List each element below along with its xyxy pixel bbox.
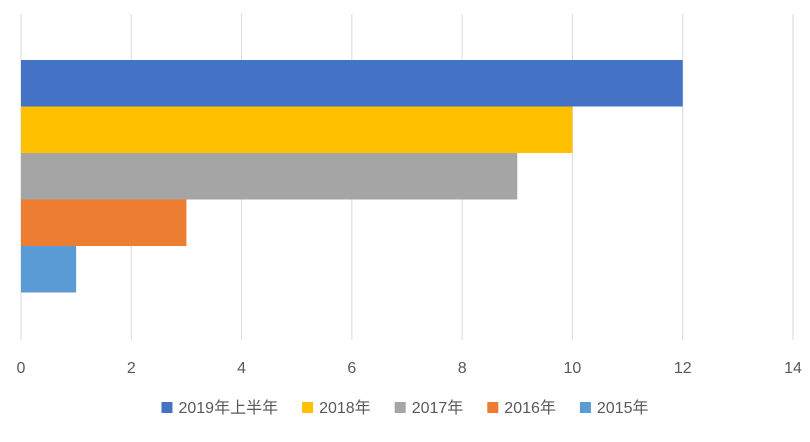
legend-label: 2015年 bbox=[597, 399, 649, 417]
x-tick-label: 6 bbox=[347, 360, 356, 377]
bar bbox=[21, 60, 683, 107]
legend: 2019年上半年 2018年 2017年 2016年 2015年 bbox=[161, 399, 649, 417]
x-tick-label: 14 bbox=[784, 360, 802, 377]
legend-label: 2017年 bbox=[412, 399, 464, 417]
legend-item: 2017年 bbox=[394, 399, 464, 417]
legend-label: 2016年 bbox=[504, 399, 556, 417]
legend-swatch bbox=[579, 402, 591, 413]
legend-item: 2015年 bbox=[579, 399, 649, 417]
legend-swatch bbox=[302, 402, 314, 413]
legend-label: 2018年 bbox=[319, 399, 371, 417]
legend-item: 2016年 bbox=[487, 399, 556, 417]
x-tick-label: 8 bbox=[458, 360, 467, 377]
legend-swatch bbox=[394, 402, 406, 413]
x-axis: 0 2 4 6 8 10 12 14 bbox=[17, 360, 802, 377]
x-tick-label: 2 bbox=[127, 360, 136, 377]
x-tick-label: 12 bbox=[674, 360, 692, 377]
bar bbox=[21, 153, 518, 200]
legend-label: 2019年上半年 bbox=[178, 399, 278, 417]
x-tick-label: 0 bbox=[17, 360, 26, 377]
legend-swatch bbox=[161, 402, 173, 413]
legend-swatch bbox=[487, 402, 499, 413]
bars bbox=[21, 60, 683, 293]
bar bbox=[21, 246, 77, 293]
bar bbox=[21, 199, 187, 246]
bar bbox=[21, 106, 573, 153]
x-tick-label: 4 bbox=[237, 360, 246, 377]
legend-item: 2018年 bbox=[302, 399, 371, 417]
x-tick-label: 10 bbox=[564, 360, 582, 377]
legend-item: 2019年上半年 bbox=[161, 399, 278, 417]
